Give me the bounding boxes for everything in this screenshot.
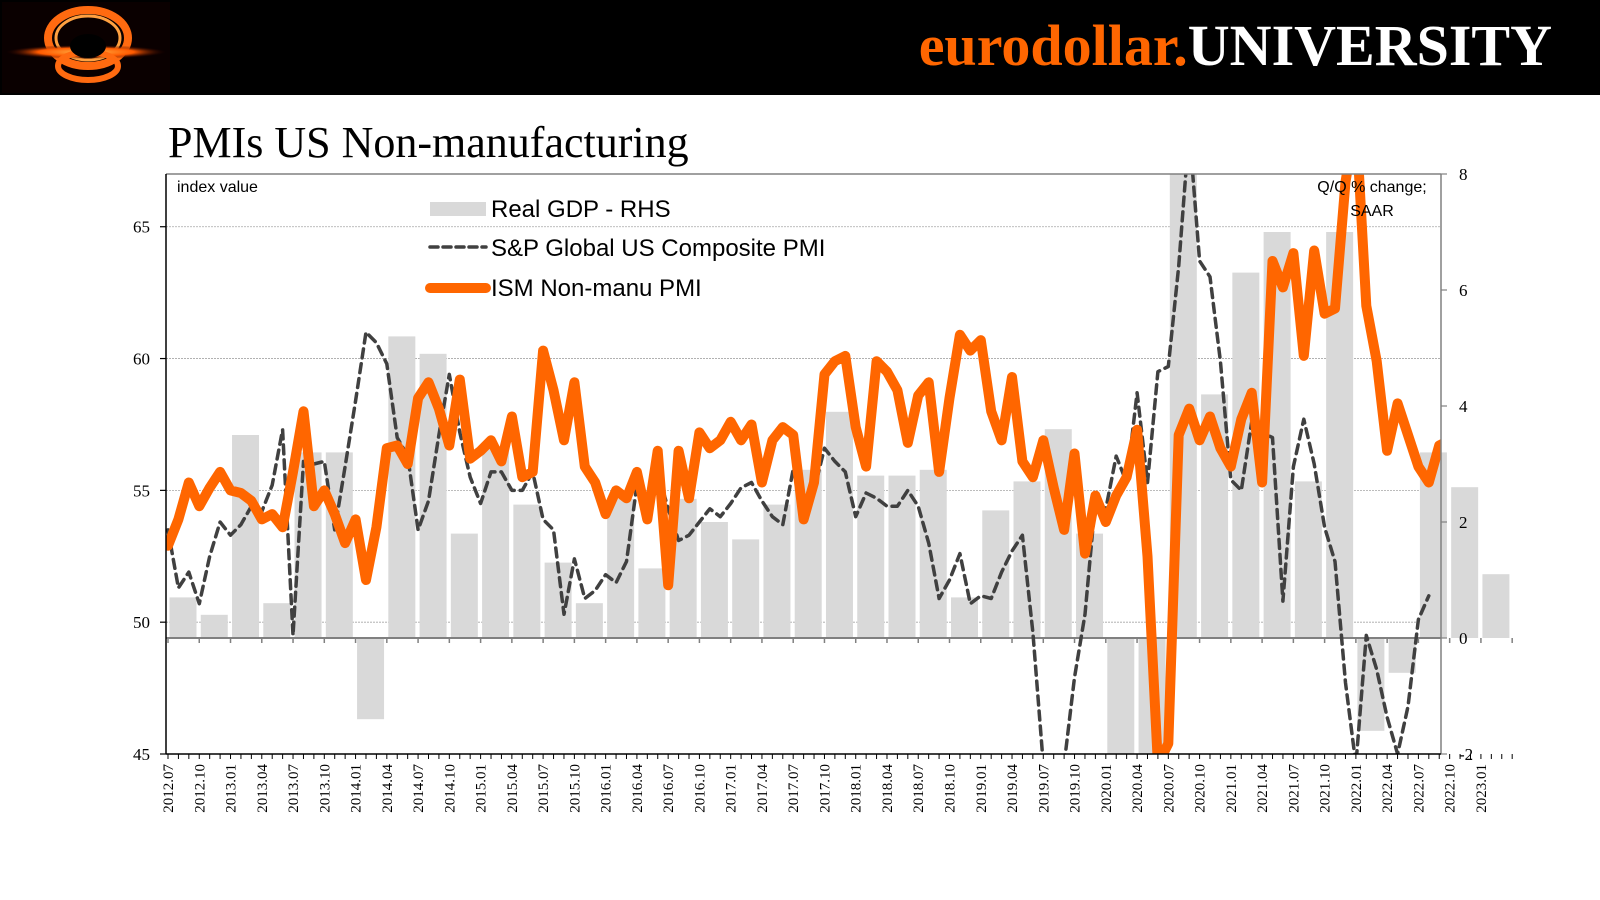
gdp-bar bbox=[388, 336, 416, 638]
gdp-bar bbox=[232, 435, 260, 638]
left-tick-label: 65 bbox=[133, 218, 150, 237]
gdp-bar bbox=[700, 522, 728, 638]
x-axis-ticks: 2012.07 2012.10 2013.01 2013.04 2013.07 2013.… bbox=[161, 754, 1513, 813]
x-tick-label: 2014.10 bbox=[442, 764, 458, 813]
x-tick-label: 2020.04 bbox=[1130, 764, 1146, 813]
gdp-bar bbox=[732, 539, 760, 638]
x-tick-label: 2021.01 bbox=[1224, 764, 1240, 813]
left-tick-label: 60 bbox=[133, 350, 150, 369]
right-axis-label-line1: Q/Q % change; bbox=[1317, 179, 1426, 196]
x-tick-label: 2015.10 bbox=[567, 764, 583, 813]
x-tick-label: 2019.04 bbox=[1005, 764, 1021, 813]
x-tick-label: 2017.04 bbox=[755, 764, 771, 813]
legend-swatch-gdp bbox=[430, 202, 486, 216]
x-tick-label: 2018.01 bbox=[849, 764, 865, 813]
right-tick-label: 0 bbox=[1459, 629, 1468, 648]
left-tick-label: 45 bbox=[133, 745, 150, 764]
gdp-bar bbox=[1107, 638, 1135, 754]
x-tick-label: 2022.04 bbox=[1380, 764, 1396, 813]
x-tick-label: 2013.04 bbox=[255, 764, 271, 813]
left-axis-label: index value bbox=[177, 179, 258, 196]
gdp-bar bbox=[263, 603, 291, 638]
gdp-bar bbox=[982, 510, 1010, 638]
gdp-bar bbox=[450, 533, 478, 638]
right-tick-label: 8 bbox=[1459, 165, 1468, 184]
gdp-bar bbox=[1013, 481, 1041, 638]
left-axis-ticks: 45 50 55 60 65 bbox=[133, 218, 166, 764]
x-tick-label: 2016.04 bbox=[630, 764, 646, 813]
legend: Real GDP - RHS S&P Global US Composite P… bbox=[425, 196, 825, 302]
x-tick-label: 2019.01 bbox=[974, 764, 990, 813]
right-tick-label: 2 bbox=[1459, 513, 1468, 532]
x-tick-label: 2015.01 bbox=[474, 764, 490, 813]
x-tick-label: 2013.01 bbox=[224, 764, 240, 813]
x-tick-label: 2016.01 bbox=[599, 764, 615, 813]
x-tick-label: 2018.10 bbox=[943, 764, 959, 813]
gdp-bar bbox=[1451, 487, 1479, 638]
left-tick-label: 55 bbox=[133, 481, 150, 500]
gdp-bar bbox=[357, 638, 385, 720]
gdp-bar bbox=[951, 597, 978, 638]
x-tick-label: 2017.01 bbox=[724, 764, 740, 813]
x-tick-label: 2012.10 bbox=[192, 764, 208, 813]
gdp-bar bbox=[825, 411, 853, 638]
header-banner: eurodollar.UNIVERSITY bbox=[0, 0, 1600, 95]
x-tick-label: 2016.07 bbox=[661, 764, 677, 813]
x-tick-label: 2014.07 bbox=[411, 764, 427, 813]
x-tick-label: 2019.07 bbox=[1036, 764, 1052, 813]
gdp-bar bbox=[1482, 574, 1510, 638]
brand-university: UNIVERSITY bbox=[1187, 13, 1552, 78]
legend-label-gdp: Real GDP - RHS bbox=[491, 196, 671, 223]
x-tick-label: 2020.07 bbox=[1161, 764, 1177, 813]
right-axis-ticks: -2 0 2 4 6 8 bbox=[1441, 165, 1473, 764]
right-tick-label: -2 bbox=[1459, 745, 1473, 764]
pmi-lines bbox=[166, 174, 1441, 754]
gdp-bar bbox=[763, 504, 791, 638]
legend-label-composite: S&P Global US Composite PMI bbox=[491, 235, 825, 262]
x-tick-label: 2014.01 bbox=[349, 764, 365, 813]
zero-axis bbox=[166, 637, 1513, 643]
gdp-bar bbox=[200, 614, 228, 638]
x-tick-label: 2022.07 bbox=[1411, 764, 1427, 813]
ism-pmi-line bbox=[166, 174, 1441, 754]
legend-label-ism: ISM Non-manu PMI bbox=[491, 275, 702, 302]
gdp-bar bbox=[575, 603, 603, 638]
gdp-bar bbox=[169, 597, 197, 638]
x-tick-label: 2022.10 bbox=[1443, 764, 1459, 813]
x-tick-label: 2013.07 bbox=[286, 764, 302, 813]
x-tick-label: 2018.07 bbox=[911, 764, 927, 813]
brand-wordmark: eurodollar.UNIVERSITY bbox=[919, 6, 1552, 86]
gdp-bar bbox=[1294, 481, 1322, 638]
x-tick-label: 2017.07 bbox=[786, 764, 802, 813]
right-tick-label: 4 bbox=[1459, 397, 1468, 416]
right-axis-label-line2: SAAR bbox=[1350, 203, 1394, 220]
x-tick-label: 2022.01 bbox=[1349, 764, 1365, 813]
chart-title: PMIs US Non-manufacturing bbox=[168, 118, 689, 167]
x-tick-label: 2013.10 bbox=[317, 764, 333, 813]
x-tick-label: 2020.10 bbox=[1193, 764, 1209, 813]
x-tick-label: 2021.04 bbox=[1255, 764, 1271, 813]
brand-eurodollar: eurodollar. bbox=[918, 13, 1188, 78]
x-tick-label: 2012.07 bbox=[161, 764, 177, 813]
x-tick-label: 2018.04 bbox=[880, 764, 896, 813]
x-tick-label: 2015.07 bbox=[536, 764, 552, 813]
x-tick-label: 2020.01 bbox=[1099, 764, 1115, 813]
x-tick-label: 2015.04 bbox=[505, 764, 521, 813]
x-tick-label: 2019.10 bbox=[1068, 764, 1084, 813]
right-tick-label: 6 bbox=[1459, 281, 1468, 300]
x-tick-label: 2014.04 bbox=[380, 764, 396, 813]
x-tick-label: 2016.10 bbox=[692, 764, 708, 813]
gdp-bar bbox=[919, 469, 947, 638]
gdp-bar bbox=[513, 504, 541, 638]
x-tick-label: 2017.10 bbox=[817, 764, 833, 813]
black-hole-logo-icon bbox=[2, 2, 170, 93]
gdp-bar bbox=[888, 475, 916, 638]
x-tick-label: 2021.10 bbox=[1318, 764, 1334, 813]
gdp-bar bbox=[638, 568, 666, 638]
x-tick-label: 2021.07 bbox=[1286, 764, 1302, 813]
left-tick-label: 50 bbox=[133, 613, 150, 632]
gdp-bar bbox=[607, 498, 635, 638]
x-tick-label: 2023.01 bbox=[1474, 764, 1490, 813]
